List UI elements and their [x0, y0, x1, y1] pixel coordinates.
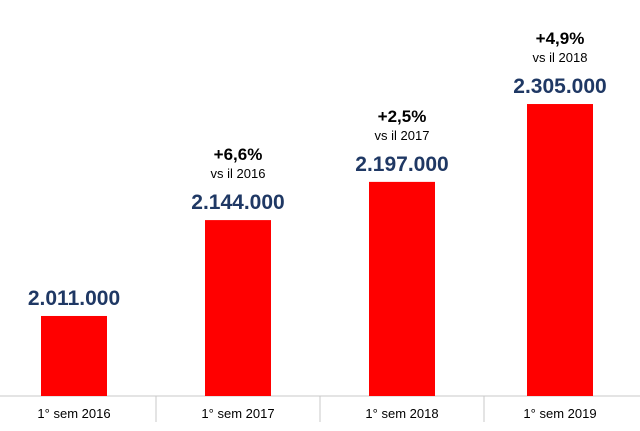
growth-annotation: +4,9%	[536, 29, 585, 48]
data-label: 2.011.000	[28, 287, 120, 310]
x-tick-label: 1° sem 2018	[365, 406, 438, 421]
bars-layer	[41, 104, 593, 396]
bar	[369, 181, 435, 396]
growth-annotation: +2,5%	[378, 107, 427, 126]
bar	[205, 220, 271, 396]
bar	[41, 315, 107, 396]
bar	[527, 104, 593, 396]
data-label: 2.305.000	[513, 75, 606, 98]
comparison-annotation: vs il 2016	[211, 166, 266, 181]
x-tick-label: 1° sem 2019	[523, 406, 596, 421]
x-tick-label: 1° sem 2017	[201, 406, 274, 421]
labels-layer: 2.011.000 1° sem 2016 2.144.000 +6,6% vs il …	[28, 29, 607, 421]
x-tick-label: 1° sem 2016	[37, 406, 110, 421]
comparison-annotation: vs il 2017	[375, 128, 430, 143]
data-label: 2.144.000	[191, 191, 284, 214]
comparison-annotation: vs il 2018	[533, 50, 588, 65]
growth-annotation: +6,6%	[214, 145, 263, 164]
data-label: 2.197.000	[355, 153, 448, 176]
